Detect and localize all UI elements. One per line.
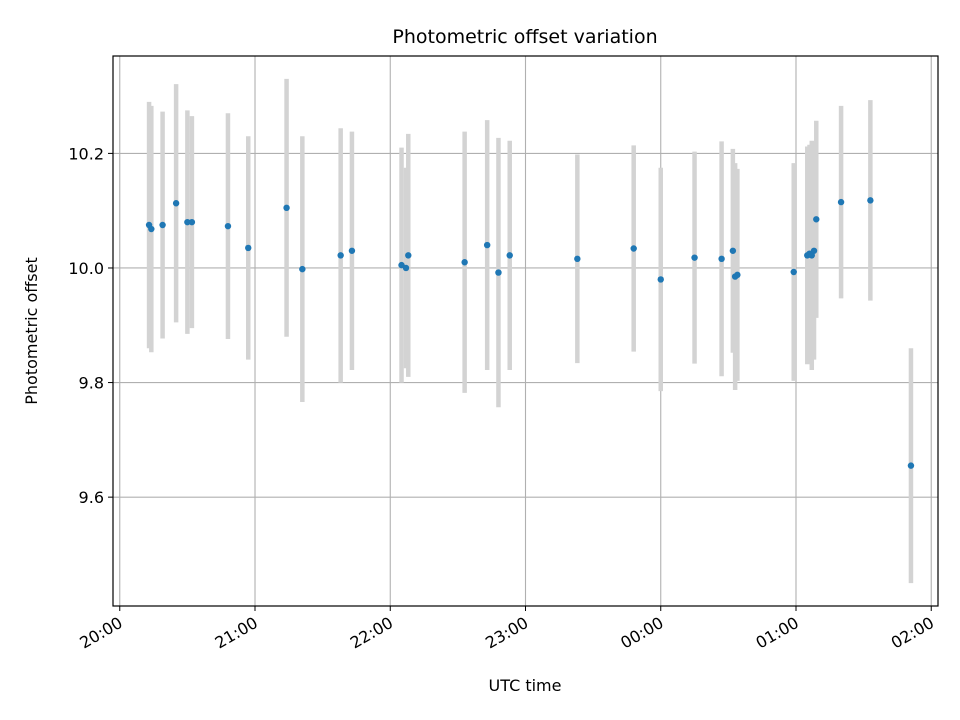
- data-point: [348, 247, 356, 254]
- x-axis-title: UTC time: [489, 676, 562, 695]
- data-point: [837, 198, 845, 206]
- y-tick-label: 9.8: [79, 374, 104, 393]
- data-point: [495, 269, 502, 276]
- data-point: [461, 259, 468, 266]
- data-point: [691, 254, 698, 261]
- data-point: [506, 252, 513, 259]
- y-tick-label: 10.0: [68, 259, 104, 278]
- data-points: [145, 197, 915, 469]
- data-point: [148, 225, 155, 233]
- data-point: [630, 245, 637, 252]
- data-point: [172, 200, 180, 207]
- y-tick-label: 9.6: [79, 488, 104, 507]
- data-point: [159, 221, 166, 229]
- data-point: [184, 218, 191, 226]
- data-point: [483, 241, 491, 249]
- y-tick-label: 10.2: [68, 144, 104, 163]
- data-point: [245, 244, 252, 252]
- y-axis-ticks: 9.6 9.8 10.0 10.2: [68, 144, 113, 507]
- data-point: [810, 247, 818, 254]
- data-point: [813, 216, 820, 223]
- data-point: [729, 247, 737, 254]
- data-point: [734, 271, 741, 279]
- data-point: [337, 252, 344, 259]
- data-point: [299, 265, 306, 273]
- data-point: [574, 255, 581, 263]
- data-point: [188, 218, 196, 226]
- data-point: [405, 252, 412, 259]
- data-point: [283, 204, 290, 212]
- data-point: [224, 222, 232, 230]
- y-axis-title: Photometric offset: [22, 257, 41, 405]
- data-point: [867, 197, 874, 204]
- chart-title: Photometric offset variation: [392, 26, 657, 48]
- data-point: [907, 462, 915, 469]
- data-point: [790, 268, 797, 276]
- data-point: [657, 276, 664, 283]
- data-point: [718, 255, 725, 263]
- data-point: [402, 264, 410, 272]
